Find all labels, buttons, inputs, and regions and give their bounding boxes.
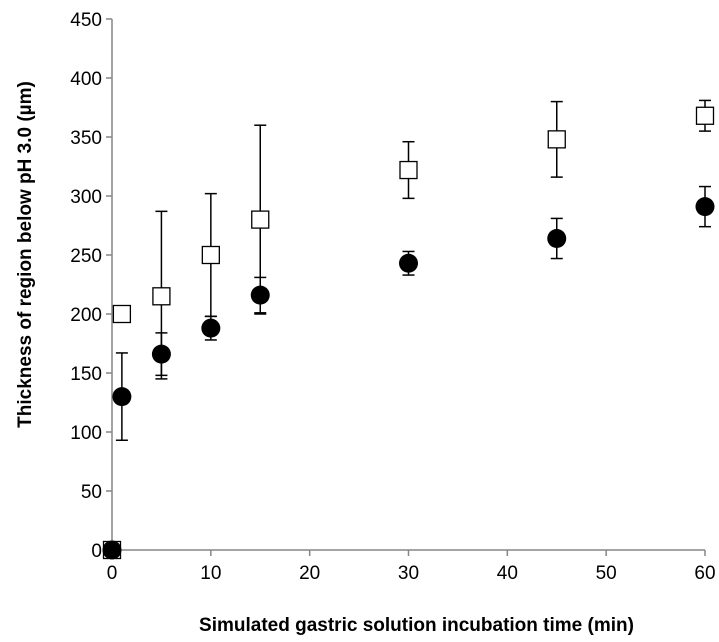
data-points: [102, 106, 715, 560]
open-square-point: [112, 304, 132, 324]
x-tick-label: 50: [596, 563, 617, 584]
y-tick-label: 150: [70, 364, 102, 385]
x-tick-label: 10: [200, 563, 221, 584]
y-tick-label: 50: [81, 482, 102, 503]
y-tick-label: 450: [70, 10, 102, 31]
y-tick-label: 350: [70, 128, 102, 149]
open-square-point: [152, 287, 171, 306]
filled-circle-point: [695, 197, 715, 217]
open-square-point: [695, 106, 715, 125]
y-tick-marks: [106, 18, 112, 551]
filled-circle-point: [112, 387, 132, 407]
x-tick-label: 40: [497, 563, 518, 584]
y-tick-labels: 0 50 100 150 200 250 300 350 400 450: [70, 10, 102, 562]
y-tick-label: 400: [70, 69, 102, 90]
open-square-point: [547, 130, 566, 149]
y-tick-label: 200: [70, 305, 102, 326]
y-tick-label: 300: [70, 187, 102, 208]
y-tick-label: 250: [70, 246, 102, 267]
x-tick-label: 0: [107, 563, 118, 584]
error-bars: [115, 99, 711, 442]
y-tick-label: 100: [70, 423, 102, 444]
open-square-point: [399, 160, 418, 180]
x-axis-title: Simulated gastric solution incubation ti…: [199, 615, 634, 636]
open-square-point: [201, 245, 220, 265]
x-tick-labels: 0 10 20 30 40 50 60: [107, 563, 716, 584]
x-tick-label: 30: [398, 563, 419, 584]
filled-circle-point: [102, 540, 122, 560]
y-tick-label: 0: [91, 541, 102, 562]
y-axis-title: Thickness of region below pH 3.0 (µm): [15, 81, 36, 428]
filled-circle-point: [201, 318, 221, 338]
filled-circle-point: [250, 285, 270, 305]
x-tick-label: 60: [694, 563, 715, 584]
open-square-point: [251, 210, 270, 229]
filled-circle-point: [547, 228, 567, 248]
filled-circle-point: [151, 344, 171, 364]
x-tick-marks: [111, 550, 706, 556]
x-tick-label: 20: [299, 563, 320, 584]
filled-circle-point: [399, 253, 418, 273]
